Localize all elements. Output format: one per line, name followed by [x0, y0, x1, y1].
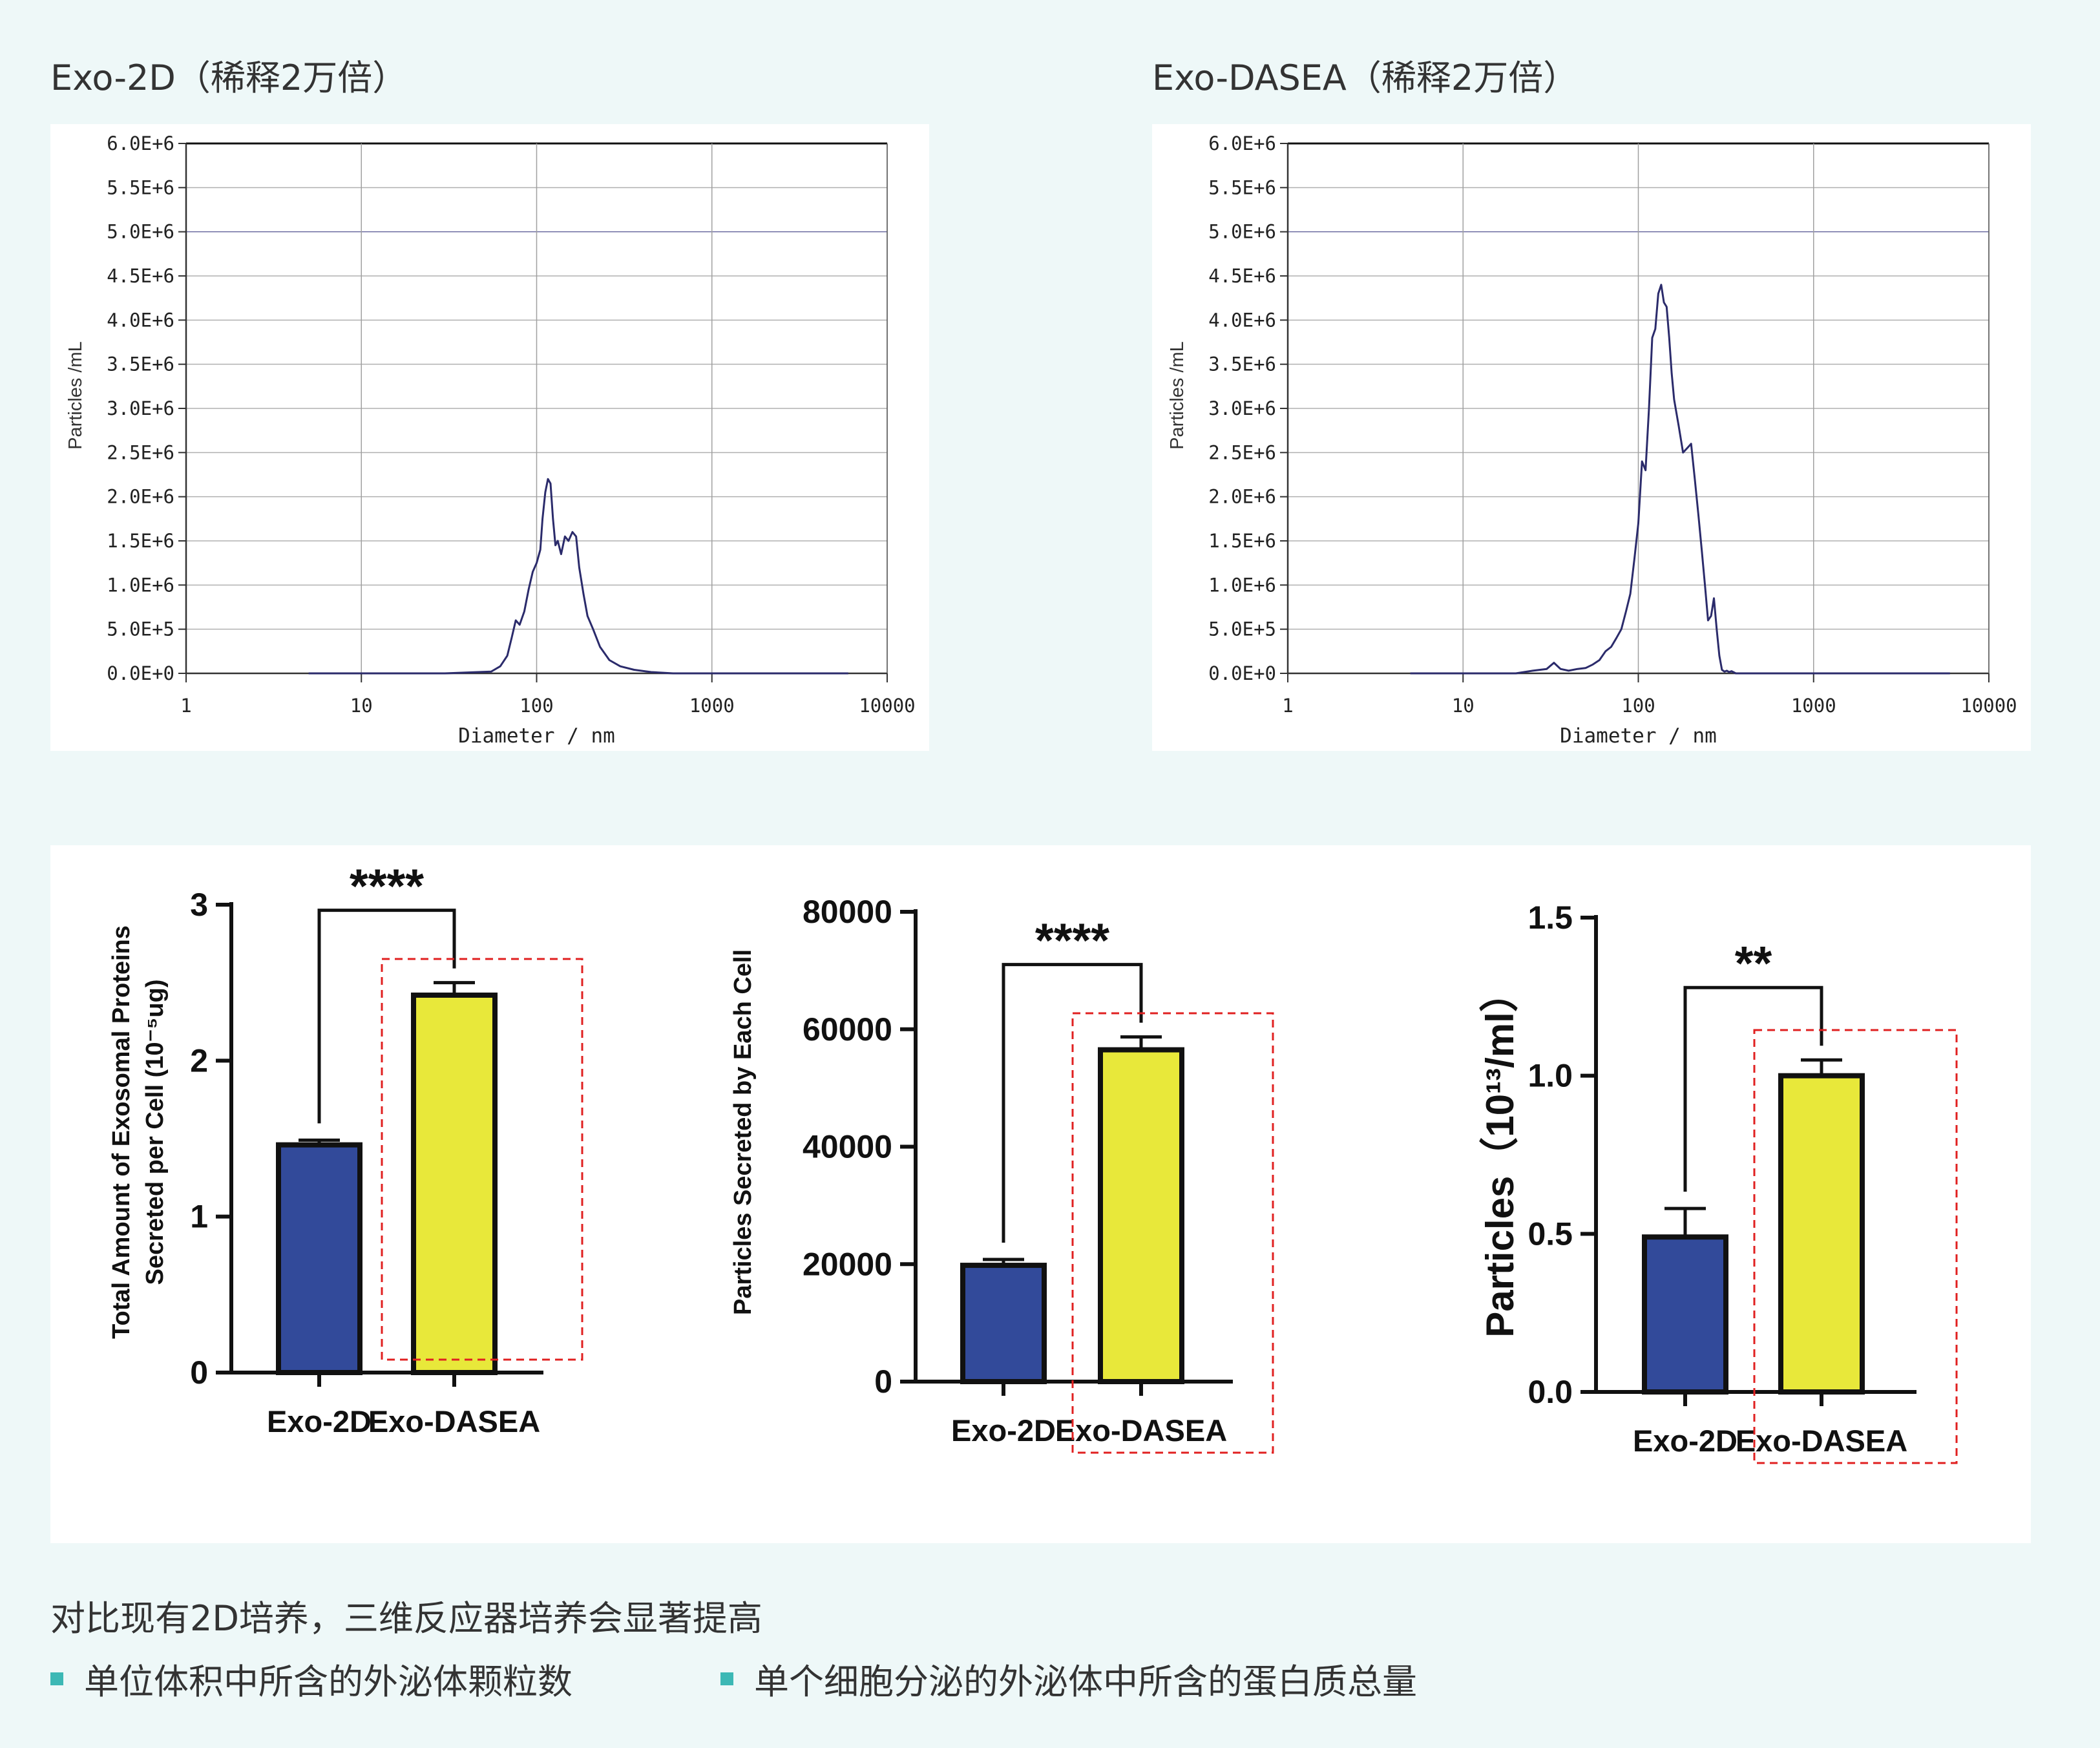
highlight-box	[1071, 1012, 1274, 1454]
y-axis-label: Particles（10¹³/ml）	[1478, 973, 1522, 1338]
size-distribution-panel-right: 0.0E+0 5.0E+5 1.0E+6 1.5E+6 2.0E+6 2.5E+6 3.0E…	[1152, 124, 2031, 751]
size-distribution-panel-left: 0.0E+0 5.0E+5 1.0E+6 1.5E+6 2.0E+6 2.5E+6 3.0E…	[50, 124, 929, 751]
x-tick-label: Exo-2D	[1633, 1424, 1738, 1458]
y-tick-label: 2	[190, 1042, 208, 1079]
bar	[276, 1142, 362, 1375]
y-tick-label: 0.5	[1528, 1216, 1573, 1252]
x-tick-label: 10	[1452, 695, 1475, 717]
y-tick-label: 3	[190, 887, 208, 923]
y-tick-label: 2.5E+6	[1208, 441, 1276, 463]
x-tick-label: 100	[1621, 695, 1655, 717]
x-tick-label: Exo-2D	[267, 1404, 372, 1438]
y-tick-label: 5.0E+5	[107, 618, 174, 640]
y-tick-label: 4.5E+6	[107, 265, 174, 287]
x-axis-label: Diameter / nm	[1560, 724, 1717, 748]
distribution-line	[308, 478, 848, 675]
distribution-line	[1410, 284, 1950, 675]
significance-bracket	[1683, 985, 1823, 1192]
significance-label: **	[1735, 936, 1772, 990]
chart-title-right: Exo-DASEA（稀释2万倍）	[1152, 58, 1579, 98]
bullet-square-icon	[720, 1672, 733, 1685]
significance-bracket	[1002, 963, 1143, 1243]
x-tick-label: Exo-2D	[951, 1413, 1056, 1448]
bar	[411, 992, 498, 1375]
y-axis-label: Particles /mL	[65, 341, 86, 450]
y-tick-label: 4.0E+6	[107, 309, 174, 331]
y-tick-label: 3.0E+6	[107, 397, 174, 419]
y-tick-label: 1.5E+6	[1208, 530, 1276, 552]
y-tick-label: 1.0	[1528, 1058, 1573, 1094]
y-tick-label: 4.5E+6	[1208, 265, 1276, 287]
chart-title-left: Exo-2D（稀释2万倍）	[50, 58, 408, 98]
x-tick-label: Exo-DASEA	[1736, 1424, 1907, 1458]
y-tick-label: 0.0E+0	[1208, 662, 1276, 684]
y-tick-label: 3.5E+6	[107, 353, 174, 375]
x-tick-label: 10000	[1960, 695, 2017, 717]
bullet-square-icon	[50, 1672, 63, 1685]
x-tick-label: 1	[1282, 695, 1293, 717]
bullet-item-2: 单个细胞分泌的外泌体中所含的蛋白质总量	[720, 1653, 1417, 1704]
bar-charts-panel: 0 1 2 3 Exo-2D Exo-DASEA **** Total Amount of E…	[50, 845, 2031, 1543]
y-tick-label: 5.0E+6	[1208, 221, 1276, 243]
x-tick-label: 10000	[859, 695, 915, 717]
highlight-box	[381, 958, 583, 1361]
y-tick-label: 40000	[803, 1129, 892, 1165]
bar	[1642, 1234, 1728, 1395]
significance-bracket	[317, 909, 456, 1124]
highlight-box	[1753, 1029, 1958, 1464]
y-tick-label: 2.0E+6	[107, 486, 174, 508]
y-tick-label: 1.0E+6	[107, 574, 174, 596]
y-tick-label: 6.0E+6	[107, 132, 174, 154]
x-axis-label: Diameter / nm	[458, 724, 615, 748]
bar	[1778, 1073, 1865, 1395]
y-tick-label: 2.5E+6	[107, 441, 174, 463]
bar	[1098, 1047, 1184, 1384]
y-axis-label: Particles /mL	[1167, 341, 1188, 450]
significance-label: ****	[350, 859, 424, 913]
y-tick-label: 1	[190, 1199, 208, 1235]
y-tick-label: 20000	[803, 1246, 892, 1282]
x-tick-label: 1	[180, 695, 191, 717]
y-tick-label: 6.0E+6	[1208, 132, 1276, 154]
bar	[960, 1263, 1047, 1384]
y-tick-label: 1.5	[1528, 900, 1573, 936]
bullet-text: 单个细胞分泌的外泌体中所含的蛋白质总量	[754, 1661, 1417, 1702]
y-tick-label: 0.0	[1528, 1374, 1573, 1410]
bullet-text: 单位体积中所含的外泌体颗粒数	[84, 1661, 572, 1702]
y-tick-label: 0	[190, 1354, 208, 1391]
size-distribution-chart-right: 0.0E+0 5.0E+5 1.0E+6 1.5E+6 2.0E+6 2.5E+6 3.0E…	[1167, 132, 2017, 748]
size-distribution-chart-left: 0.0E+0 5.0E+5 1.0E+6 1.5E+6 2.0E+6 2.5E+6 3.0E…	[65, 132, 916, 748]
y-axis-label: Particles Secreted by Each Cell	[730, 949, 757, 1315]
x-tick-label: Exo-DASEA	[368, 1404, 540, 1438]
x-tick-label: Exo-DASEA	[1055, 1413, 1227, 1448]
y-tick-label: 3.5E+6	[1208, 353, 1276, 375]
y-tick-label: 60000	[803, 1011, 892, 1048]
y-tick-label: 80000	[803, 894, 892, 930]
y-tick-label: 0	[874, 1364, 892, 1400]
y-axis-label-line1: Total Amount of Exosomal Proteins	[108, 925, 135, 1339]
significance-label: ****	[1035, 914, 1109, 967]
y-tick-label: 2.0E+6	[1208, 486, 1276, 508]
x-tick-label: 1000	[1791, 695, 1836, 717]
y-tick-label: 1.5E+6	[107, 530, 174, 552]
x-tick-label: 100	[520, 695, 553, 717]
y-axis-label-line2: Secreted per Cell (10⁻⁵ug)	[142, 980, 169, 1285]
y-tick-label: 5.0E+6	[107, 221, 174, 243]
y-tick-label: 5.0E+5	[1208, 618, 1276, 640]
caption: 对比现有2D培养，三维反应器培养会显著提高	[50, 1598, 762, 1639]
y-tick-label: 0.0E+0	[107, 662, 174, 684]
bullet-item-1: 单位体积中所含的外泌体颗粒数	[50, 1653, 572, 1704]
y-tick-label: 3.0E+6	[1208, 397, 1276, 419]
x-tick-label: 10	[350, 695, 373, 717]
y-tick-label: 5.5E+6	[107, 176, 174, 198]
y-tick-label: 1.0E+6	[1208, 574, 1276, 596]
x-tick-label: 1000	[689, 695, 735, 717]
y-tick-label: 5.5E+6	[1208, 176, 1276, 198]
y-tick-label: 4.0E+6	[1208, 309, 1276, 331]
